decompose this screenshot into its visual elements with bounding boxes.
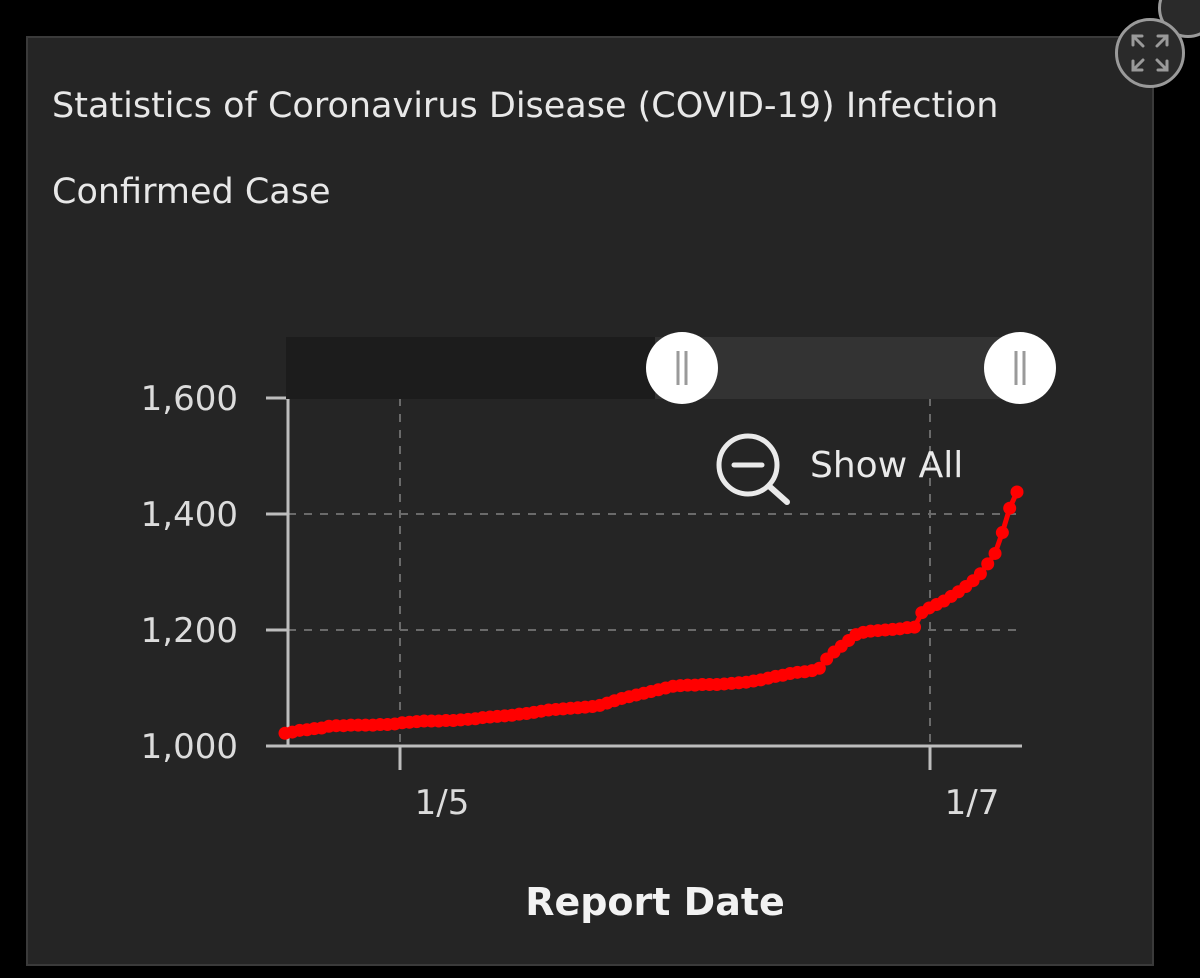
data-point[interactable] (1011, 485, 1024, 498)
x-tick-label: 1/5 (415, 783, 470, 823)
x-axis-title: Report Date (525, 880, 785, 924)
y-tick-label: 1,200 (141, 611, 238, 651)
data-point[interactable] (908, 621, 921, 634)
data-point[interactable] (996, 526, 1009, 539)
y-tick-label: 1,600 (141, 379, 238, 419)
y-tick-label: 1,400 (141, 495, 238, 535)
zoom-handle-left[interactable] (646, 332, 718, 404)
show-all-button[interactable]: Show All (719, 436, 963, 502)
zoom-out-icon (719, 436, 787, 502)
show-all-label: Show All (810, 445, 963, 486)
y-tick-label: 1,000 (141, 727, 238, 767)
data-point[interactable] (1003, 502, 1016, 515)
zoom-handle-right[interactable] (984, 332, 1056, 404)
x-tick-label: 1/7 (945, 783, 1000, 823)
data-point[interactable] (981, 557, 994, 570)
data-point[interactable] (989, 547, 1002, 560)
